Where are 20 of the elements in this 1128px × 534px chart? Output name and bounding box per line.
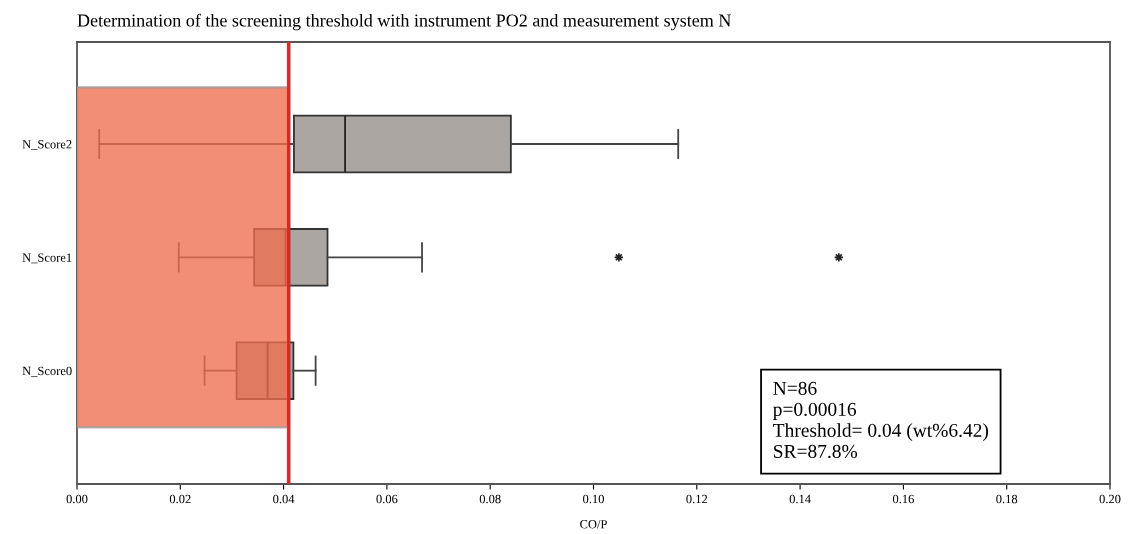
x-tick-label: 0.16	[892, 494, 914, 504]
annotation: N=86	[773, 381, 817, 395]
y-tick-label: N_Score0	[22, 366, 72, 377]
x-tick-label: 0.08	[479, 494, 501, 504]
y-tick-label: N_Score2	[22, 140, 72, 150]
x-tick-label: 0.18	[996, 494, 1018, 504]
annotation: Threshold= 0.04 (wt%6.42)	[773, 423, 989, 441]
x-tick-label: 0.04	[273, 494, 295, 504]
chart-title: Determination of the screening threshold with instrument PO2 and measurement system N	[77, 13, 731, 31]
x-axis-title: CO/P	[580, 520, 607, 529]
x-tick-label: 0.06	[376, 494, 398, 504]
y-tick-label: N_Score1	[22, 253, 72, 264]
x-tick-label: 0.10	[583, 494, 604, 504]
x-tick-label: 0.12	[686, 494, 708, 504]
x-tick-label: 0.20	[1099, 494, 1121, 504]
annotation: p=0.00016	[773, 402, 857, 420]
x-tick-label: 0.00	[66, 494, 88, 504]
x-tick-label: 0.14	[789, 494, 811, 504]
annotation: SR=87.8%	[774, 444, 858, 459]
x-tick-label: 0.02	[169, 494, 191, 504]
